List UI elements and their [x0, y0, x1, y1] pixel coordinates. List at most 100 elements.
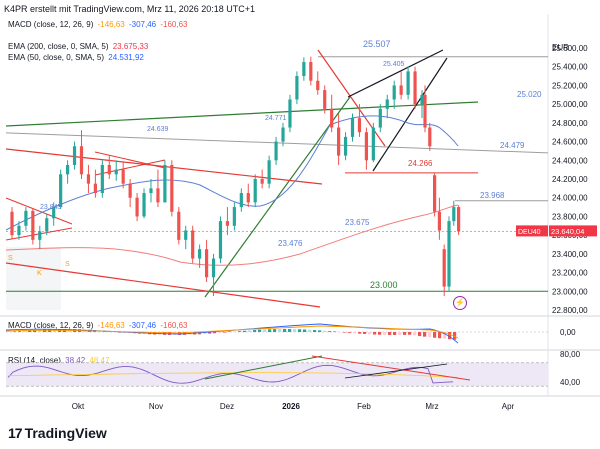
- rsi-ma-line: [7, 372, 459, 378]
- candle-body: [309, 62, 313, 81]
- ema200-line: [5, 204, 459, 266]
- chart-header: K4PR erstellt mit TradingView.com, Mrz 1…: [4, 4, 256, 14]
- candle-body: [204, 249, 209, 278]
- candle-body: [399, 85, 403, 95]
- level-label: 24.771: [265, 115, 287, 122]
- rsi-trendline-green: [204, 355, 323, 380]
- macd-legend-value-3: -160,63: [160, 20, 188, 29]
- x-tick-label: Apr: [502, 402, 515, 411]
- candle-body: [343, 136, 348, 156]
- macd-histogram-bar: [358, 332, 362, 334]
- y-tick-label: 24.800,00: [552, 119, 588, 128]
- candle-body: [274, 141, 278, 161]
- wedge-line-3: [94, 151, 166, 169]
- macd-histogram-bar: [428, 332, 432, 338]
- candle-body: [428, 127, 432, 147]
- candle-body: [350, 118, 355, 137]
- instrument-tag: [516, 225, 548, 237]
- rsi-pane-legend-label: RSI (14, close): [8, 356, 61, 365]
- candle-body: [364, 132, 369, 161]
- candle-body: [413, 71, 417, 105]
- candle-body: [149, 188, 153, 194]
- candle-body: [225, 221, 230, 226]
- macd-histogram-bar: [18, 331, 22, 332]
- macd-histogram-bar: [313, 330, 317, 332]
- macd-histogram-bar: [353, 332, 357, 334]
- macd-histogram-bar: [368, 332, 372, 335]
- macd-histogram-bar: [253, 330, 257, 332]
- macd-histogram-bar: [328, 331, 332, 332]
- last-price-label: 23.640,04: [551, 227, 584, 236]
- level-label: 25.020: [517, 90, 542, 99]
- candle-body: [267, 160, 271, 184]
- candle-body: [253, 179, 257, 203]
- channel-line-upper: [347, 49, 444, 98]
- macd-histogram-bar: [373, 332, 377, 335]
- rsi-line: [7, 364, 454, 384]
- marker-s-right: S: [65, 261, 70, 268]
- candle-body: [17, 225, 21, 236]
- ema50-legend: EMA (50, close, 0, SMA, 5) 24.531,92: [8, 53, 146, 62]
- candle-body: [114, 169, 118, 175]
- y-tick-label: 24.000,00: [552, 194, 588, 203]
- macd-tick-label: 0,00: [560, 328, 576, 337]
- macd-histogram-bar: [348, 332, 352, 333]
- macd-histogram-bar: [408, 332, 412, 335]
- rsi-pane-legend-value-1: 38,42: [65, 356, 86, 365]
- candle-body: [392, 85, 396, 100]
- macd-histogram-bar: [208, 332, 212, 334]
- macd-histogram-bar: [248, 330, 252, 332]
- candle-body: [316, 80, 320, 91]
- candle-body: [191, 230, 195, 259]
- event-lightning-icon[interactable]: ⚡: [453, 296, 467, 310]
- instrument-label: DEU40: [518, 229, 541, 236]
- y-tick-label: 23.800,00: [552, 212, 588, 221]
- macd-histogram-bar: [278, 329, 282, 332]
- macd-histogram-bar: [293, 329, 297, 332]
- macd-legend-label: MACD (close, 12, 26, 9): [8, 20, 94, 29]
- candle-body: [218, 221, 223, 259]
- candle-body: [330, 108, 334, 128]
- rsi-trendline-black: [344, 363, 448, 379]
- trendline-green-upper: [5, 101, 479, 127]
- rsi-trendline-red: [311, 355, 471, 381]
- macd-histogram-bar: [228, 331, 232, 332]
- candle-body: [170, 164, 174, 212]
- y-tick-label: 25.400,00: [552, 63, 588, 72]
- x-tick-label: Mrz: [425, 402, 438, 411]
- candle-body: [246, 193, 250, 203]
- candle-body: [281, 127, 285, 142]
- level-label: 23.000: [370, 280, 398, 290]
- tradingview-mark-icon: 17: [8, 425, 23, 441]
- level-label: 23.968: [480, 191, 505, 200]
- candle-body: [457, 207, 461, 232]
- candle-body: [378, 108, 382, 128]
- macd-histogram-bar: [28, 330, 32, 332]
- macd-histogram-bar: [203, 332, 207, 334]
- candle-body: [52, 207, 56, 219]
- candle-body: [288, 99, 292, 128]
- level-label: 24.479: [500, 141, 525, 150]
- channel-line-lower: [372, 57, 448, 172]
- candle-body: [59, 174, 63, 208]
- macd-legend-top: MACD (close, 12, 26, 9) -146,63 -307,46 …: [8, 20, 190, 29]
- tradingview-logo: 17 TradingView: [8, 425, 107, 441]
- macd-histogram-bar: [243, 330, 247, 332]
- candle-body: [163, 164, 167, 203]
- tradingview-logo-text: TradingView: [24, 425, 107, 441]
- candle-body: [121, 169, 125, 184]
- macd-histogram-bar: [443, 332, 447, 339]
- macd-histogram-bar: [288, 329, 292, 332]
- macd-histogram-bar: [303, 329, 307, 332]
- macd-pane-legend-label: MACD (close, 12, 26, 9): [8, 321, 94, 330]
- marker-s-left: S: [8, 255, 13, 262]
- macd-pane-legend-value-1: -146,63: [97, 321, 125, 330]
- candle-body: [260, 179, 264, 184]
- rsi-pane-legend-value-2: 48,47: [89, 356, 110, 365]
- candle-body: [86, 174, 91, 184]
- macd-histogram-bar: [393, 332, 397, 335]
- macd-histogram-bar: [453, 332, 457, 340]
- level-label: 23.845: [40, 204, 62, 211]
- macd-histogram-bar: [13, 331, 17, 332]
